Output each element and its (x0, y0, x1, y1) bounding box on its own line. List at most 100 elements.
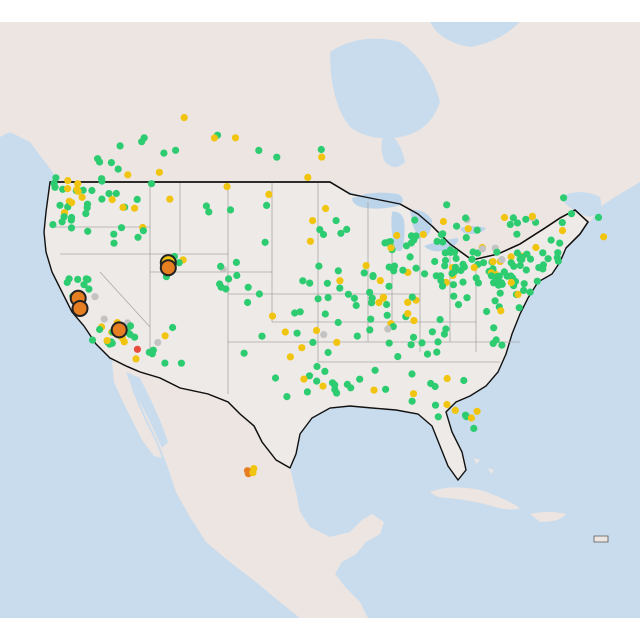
station-marker[interactable] (494, 281, 503, 289)
station-marker[interactable] (314, 295, 322, 303)
station-marker[interactable] (64, 185, 72, 193)
station-marker[interactable] (321, 367, 329, 375)
station-marker[interactable] (496, 289, 504, 297)
station-marker[interactable] (328, 379, 337, 387)
station-marker[interactable] (261, 238, 269, 246)
station-marker[interactable] (594, 213, 603, 221)
station-marker[interactable] (547, 236, 555, 244)
station-marker[interactable] (100, 315, 108, 323)
station-marker[interactable] (343, 225, 351, 233)
map-canvas[interactable] (0, 22, 640, 618)
station-marker[interactable] (352, 301, 360, 310)
station-marker[interactable] (443, 400, 451, 409)
station-marker[interactable] (336, 277, 344, 285)
station-marker[interactable] (161, 359, 169, 367)
station-marker[interactable] (500, 213, 509, 222)
station-marker[interactable] (461, 411, 470, 419)
station-marker[interactable] (528, 212, 537, 220)
station-marker[interactable] (433, 348, 441, 356)
station-marker[interactable] (479, 259, 488, 267)
station-marker[interactable] (333, 338, 341, 346)
station-marker[interactable] (64, 177, 72, 185)
station-marker[interactable] (74, 275, 82, 283)
station-marker[interactable] (366, 288, 374, 296)
station-marker[interactable] (433, 237, 441, 245)
station-marker[interactable] (556, 239, 564, 247)
station-marker[interactable] (131, 333, 139, 341)
station-marker[interactable] (526, 255, 535, 263)
station-marker[interactable] (205, 208, 213, 216)
station-marker[interactable] (408, 370, 416, 378)
station-marker[interactable] (394, 353, 402, 361)
station-marker[interactable] (84, 227, 92, 235)
station-marker[interactable] (350, 294, 358, 302)
station-marker[interactable] (126, 322, 135, 330)
station-marker[interactable] (233, 271, 241, 280)
station-marker[interactable] (306, 279, 314, 287)
station-marker[interactable] (431, 257, 439, 266)
station-marker[interactable] (133, 345, 141, 353)
station-marker[interactable] (120, 338, 128, 346)
station-marker[interactable] (114, 165, 122, 173)
station-marker[interactable] (291, 309, 299, 317)
station-marker[interactable] (567, 210, 576, 218)
station-marker[interactable] (440, 330, 448, 338)
station-marker[interactable] (107, 159, 115, 167)
station-marker[interactable] (180, 114, 188, 122)
station-marker[interactable] (68, 199, 76, 207)
station-marker[interactable] (412, 264, 420, 272)
station-marker[interactable] (321, 310, 329, 318)
station-marker[interactable] (443, 201, 451, 209)
station-marker[interactable] (513, 230, 521, 238)
station-marker[interactable] (149, 346, 157, 354)
station-marker[interactable] (110, 230, 118, 238)
station-marker[interactable] (460, 263, 468, 271)
station-marker[interactable] (421, 270, 429, 278)
station-marker[interactable] (88, 186, 96, 195)
station-marker[interactable] (487, 272, 495, 280)
station-marker[interactable] (134, 233, 142, 241)
station-marker[interactable] (554, 257, 562, 265)
station-marker[interactable] (513, 249, 522, 257)
station-marker[interactable] (154, 338, 162, 347)
station-marker[interactable] (408, 397, 416, 405)
station-marker[interactable] (240, 349, 248, 357)
station-marker[interactable] (112, 189, 120, 198)
station-marker[interactable] (453, 222, 461, 230)
station-marker[interactable] (371, 366, 379, 374)
station-marker[interactable] (368, 294, 376, 302)
station-marker[interactable] (96, 325, 104, 334)
station-marker[interactable] (315, 262, 323, 270)
station-marker[interactable] (319, 382, 327, 390)
station-marker[interactable] (376, 277, 384, 285)
station-marker[interactable] (489, 258, 497, 266)
station-marker[interactable] (347, 384, 355, 392)
station-marker[interactable] (411, 216, 419, 224)
station-marker[interactable] (265, 190, 273, 198)
station-marker[interactable] (317, 145, 325, 154)
station-marker[interactable] (507, 278, 515, 287)
station-marker[interactable] (155, 168, 163, 176)
station-marker[interactable] (383, 300, 391, 309)
station-marker[interactable] (509, 214, 517, 222)
station-marker[interactable] (324, 348, 332, 357)
station-marker[interactable] (84, 275, 92, 284)
station-marker[interactable] (533, 277, 541, 285)
station-marker[interactable] (367, 315, 375, 323)
station-marker[interactable] (324, 294, 332, 302)
station-marker[interactable] (497, 307, 505, 315)
station-marker[interactable] (516, 261, 524, 270)
station-marker[interactable] (217, 262, 225, 270)
station-marker[interactable] (68, 213, 76, 222)
station-marker[interactable] (473, 407, 481, 415)
station-marker[interactable] (80, 281, 88, 289)
station-marker[interactable] (319, 230, 328, 239)
station-marker[interactable] (383, 311, 391, 319)
station-marker[interactable] (470, 264, 478, 272)
station-marker[interactable] (293, 329, 301, 337)
station-marker[interactable] (304, 173, 312, 181)
station-marker[interactable] (438, 282, 447, 290)
station-marker[interactable] (434, 338, 442, 346)
station-marker[interactable] (116, 142, 124, 150)
station-marker[interactable] (244, 298, 252, 307)
